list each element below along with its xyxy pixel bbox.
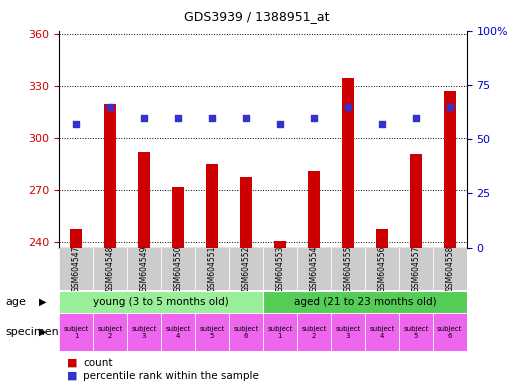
Text: GSM604556: GSM604556 <box>378 245 386 292</box>
Bar <box>444 91 456 384</box>
Text: subject
1: subject 1 <box>63 326 89 339</box>
Point <box>208 114 216 121</box>
Bar <box>138 152 150 384</box>
Text: subject
6: subject 6 <box>233 326 259 339</box>
Point <box>310 114 318 121</box>
FancyBboxPatch shape <box>297 248 331 290</box>
Bar <box>308 171 320 384</box>
Text: count: count <box>83 358 113 368</box>
Text: GDS3939 / 1388951_at: GDS3939 / 1388951_at <box>184 10 329 23</box>
Point <box>174 114 182 121</box>
Text: subject
2: subject 2 <box>301 326 327 339</box>
Text: GSM604554: GSM604554 <box>309 245 319 292</box>
FancyBboxPatch shape <box>263 313 297 351</box>
Text: subject
3: subject 3 <box>131 326 156 339</box>
Text: GSM604547: GSM604547 <box>71 245 81 292</box>
Point <box>276 121 284 127</box>
FancyBboxPatch shape <box>433 248 467 290</box>
Text: subject
1: subject 1 <box>267 326 292 339</box>
Text: aged (21 to 23 months old): aged (21 to 23 months old) <box>293 297 436 307</box>
Bar <box>274 241 286 384</box>
Point <box>106 104 114 110</box>
Text: subject
5: subject 5 <box>403 326 428 339</box>
FancyBboxPatch shape <box>59 291 263 313</box>
Text: GSM604552: GSM604552 <box>242 246 250 292</box>
FancyBboxPatch shape <box>93 248 127 290</box>
Text: ▶: ▶ <box>39 327 47 337</box>
Point <box>140 114 148 121</box>
Text: subject
4: subject 4 <box>369 326 394 339</box>
Point <box>344 104 352 110</box>
Text: ■: ■ <box>67 371 77 381</box>
Point <box>446 104 454 110</box>
Bar <box>240 177 252 384</box>
FancyBboxPatch shape <box>229 248 263 290</box>
Bar <box>206 164 218 384</box>
Text: subject
5: subject 5 <box>199 326 225 339</box>
FancyBboxPatch shape <box>93 313 127 351</box>
Text: GSM604550: GSM604550 <box>173 245 183 292</box>
FancyBboxPatch shape <box>229 313 263 351</box>
Text: subject
3: subject 3 <box>335 326 361 339</box>
Text: subject
6: subject 6 <box>437 326 463 339</box>
Text: age: age <box>5 297 26 307</box>
Bar <box>342 78 354 384</box>
Text: ■: ■ <box>67 358 77 368</box>
FancyBboxPatch shape <box>59 248 93 290</box>
FancyBboxPatch shape <box>365 313 399 351</box>
FancyBboxPatch shape <box>195 313 229 351</box>
FancyBboxPatch shape <box>161 313 195 351</box>
Text: subject
2: subject 2 <box>97 326 123 339</box>
Point <box>242 114 250 121</box>
FancyBboxPatch shape <box>263 248 297 290</box>
FancyBboxPatch shape <box>59 313 93 351</box>
Text: GSM604548: GSM604548 <box>106 246 114 292</box>
Text: GSM604549: GSM604549 <box>140 245 148 292</box>
Bar <box>70 228 82 384</box>
Point <box>412 114 420 121</box>
FancyBboxPatch shape <box>297 313 331 351</box>
FancyBboxPatch shape <box>195 248 229 290</box>
Text: specimen: specimen <box>5 327 59 337</box>
FancyBboxPatch shape <box>127 313 161 351</box>
FancyBboxPatch shape <box>365 248 399 290</box>
Bar <box>172 187 184 384</box>
Text: GSM604557: GSM604557 <box>411 245 420 292</box>
Text: GSM604553: GSM604553 <box>275 245 284 292</box>
FancyBboxPatch shape <box>331 313 365 351</box>
FancyBboxPatch shape <box>399 248 433 290</box>
Bar <box>410 154 422 384</box>
Text: percentile rank within the sample: percentile rank within the sample <box>83 371 259 381</box>
FancyBboxPatch shape <box>263 291 467 313</box>
FancyBboxPatch shape <box>331 248 365 290</box>
Bar <box>104 104 116 384</box>
FancyBboxPatch shape <box>433 313 467 351</box>
FancyBboxPatch shape <box>399 313 433 351</box>
Text: GSM604551: GSM604551 <box>207 246 216 292</box>
FancyBboxPatch shape <box>161 248 195 290</box>
Text: subject
4: subject 4 <box>165 326 191 339</box>
Point <box>378 121 386 127</box>
Point <box>72 121 80 127</box>
FancyBboxPatch shape <box>127 248 161 290</box>
Text: GSM604555: GSM604555 <box>343 245 352 292</box>
Text: GSM604558: GSM604558 <box>445 246 455 292</box>
Bar <box>376 228 388 384</box>
Text: young (3 to 5 months old): young (3 to 5 months old) <box>93 297 229 307</box>
Text: ▶: ▶ <box>39 297 47 307</box>
